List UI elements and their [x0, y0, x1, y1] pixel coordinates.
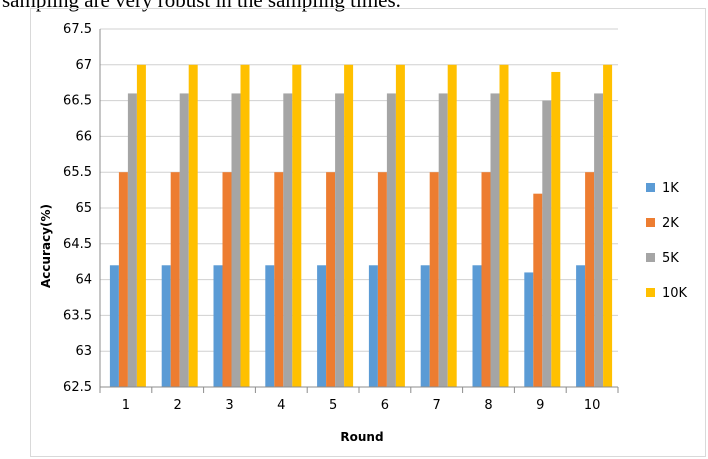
legend: 1K 2K 5K 10K — [646, 181, 688, 301]
bar-1k-round-1 — [109, 265, 119, 387]
y-tick-label: 67.5 — [63, 22, 92, 37]
bar-10k-round-1 — [136, 64, 146, 388]
x-tick-label: 7 — [433, 398, 441, 413]
bar-5k-round-6 — [386, 93, 396, 387]
y-tick-label: 65 — [75, 201, 92, 216]
bar-5k-round-3 — [231, 93, 241, 387]
bar-5k-round-7 — [438, 93, 448, 387]
y-tick-label: 66.5 — [63, 94, 92, 109]
bar-2k-round-9 — [533, 193, 543, 387]
bar-1k-round-9 — [524, 272, 534, 387]
bar-1k-round-3 — [213, 265, 223, 387]
x-tick-label: 3 — [225, 398, 233, 413]
bar-5k-round-5 — [335, 93, 345, 387]
legend-label-1k: 1K — [662, 181, 679, 196]
bar-5k-round-8 — [490, 93, 500, 387]
axes — [99, 29, 619, 393]
bar-10k-round-10 — [603, 64, 613, 388]
bar-10k-round-2 — [188, 64, 198, 388]
x-tick-label: 9 — [536, 398, 544, 413]
bar-5k-round-1 — [127, 93, 137, 387]
bar-10k-round-4 — [292, 64, 302, 388]
legend-label-2k: 2K — [662, 216, 679, 231]
bar-2k-round-10 — [585, 172, 595, 387]
bar-2k-round-8 — [481, 172, 491, 387]
chart-frame — [30, 8, 706, 457]
y-tick-label: 64 — [75, 273, 92, 288]
y-tick-label: 64.5 — [63, 237, 92, 252]
bar-10k-round-5 — [344, 64, 354, 388]
bar-1k-round-4 — [265, 265, 275, 387]
bar-2k-round-4 — [274, 172, 284, 387]
legend-label-10k: 10K — [662, 286, 688, 301]
x-tick-label: 1 — [122, 398, 130, 413]
bar-10k-round-7 — [447, 64, 457, 388]
bar-10k-round-8 — [499, 64, 509, 388]
legend-swatch-1k — [646, 183, 655, 192]
bar-10k-round-9 — [551, 71, 561, 388]
x-tick-label: 8 — [484, 398, 492, 413]
x-tick-label: 6 — [381, 398, 389, 413]
bar-2k-round-7 — [429, 172, 439, 387]
bar-10k-round-3 — [240, 64, 250, 388]
y-tick-labels: 62.5 63 63.5 64 64.5 65 65.5 66 66.5 67 67.5 — [63, 22, 92, 395]
bar-1k-round-8 — [472, 265, 482, 387]
x-tick-labels: 1 2 3 4 5 6 7 8 9 10 — [122, 398, 601, 413]
legend-swatch-5k — [646, 253, 655, 262]
bar-2k-round-2 — [170, 172, 180, 387]
bar-5k-round-9 — [542, 100, 552, 387]
y-tick-label: 62.5 — [63, 380, 92, 395]
bar-5k-round-2 — [179, 93, 189, 387]
bar-5k-round-10 — [594, 93, 604, 387]
bar-1k-round-7 — [420, 265, 430, 387]
bar-2k-round-6 — [377, 172, 387, 387]
y-tick-label: 63.5 — [63, 308, 92, 323]
y-tick-label: 65.5 — [63, 165, 92, 180]
bar-2k-round-1 — [118, 172, 128, 387]
y-tick-label: 66 — [75, 129, 92, 144]
x-tick-label: 5 — [329, 398, 337, 413]
bars — [109, 64, 613, 388]
y-axis-title: Accuracy(%) — [39, 204, 53, 288]
legend-swatch-2k — [646, 218, 655, 227]
y-tick-label: 63 — [75, 344, 92, 359]
bar-1k-round-2 — [161, 265, 171, 387]
legend-label-5k: 5K — [662, 251, 679, 266]
caption-text: sampling are very robust in the sampling… — [2, 0, 401, 12]
x-axis-title: Round — [340, 430, 383, 444]
bar-1k-round-5 — [317, 265, 327, 387]
legend-swatch-10k — [646, 288, 655, 297]
bar-2k-round-5 — [326, 172, 336, 387]
bar-10k-round-6 — [395, 64, 405, 388]
bar-1k-round-6 — [368, 265, 378, 387]
y-tick-label: 67 — [75, 58, 92, 73]
x-tick-label: 2 — [174, 398, 182, 413]
bar-1k-round-10 — [576, 265, 586, 387]
bar-2k-round-3 — [222, 172, 232, 387]
x-tick-label: 10 — [584, 398, 601, 413]
x-tick-label: 4 — [277, 398, 285, 413]
bar-5k-round-4 — [283, 93, 293, 387]
